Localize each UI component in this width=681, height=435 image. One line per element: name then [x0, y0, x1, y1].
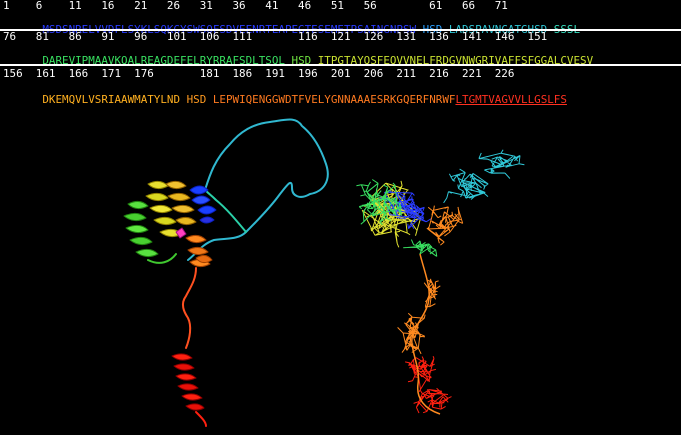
stick-cluster [397, 312, 426, 355]
cartoon-structure [123, 118, 329, 427]
helix-yellow [145, 180, 197, 238]
stick-backbone [411, 253, 441, 415]
helix-red [171, 353, 207, 427]
sequence-segment: HSD [180, 93, 213, 106]
helix-blue [189, 185, 217, 224]
stick-cluster [403, 239, 438, 257]
sequence-segment: ITPGTAYQSFEQVVNELFRDGVNWGRIVAFFSFGGALCVE… [317, 54, 594, 67]
residue-sequence-row: DAREVIPMAAVKQALREAGDEFELRYRRAFSDLTSQL HS… [3, 43, 593, 79]
residue-number-row: 156 161 166 171 176 181 186 191 196 201 … [3, 67, 515, 80]
stick-structure [356, 149, 525, 415]
ligand-stick [175, 227, 187, 239]
sequence-segment: LTGMTVAGVVLLGSLFS [455, 93, 567, 106]
sequence-segment: HSD [284, 54, 318, 67]
residue-sequence-row: DKEMQVLVSRIAAWMATYLND HSD LEPWIQENGGWDTF… [3, 82, 567, 118]
stick-cluster [413, 387, 452, 414]
helix-orange [185, 234, 213, 268]
sequence-segment: DKEMQVLVSRIAAWMATYLND [42, 93, 181, 106]
stick-cluster [478, 149, 525, 179]
stick-cluster [404, 356, 437, 393]
stick-cluster [379, 189, 432, 230]
sequence-segment: LEPWIQENGGWDTFVELYGNNAAAESRKGQERFNRWF [212, 93, 456, 106]
helix-green [123, 200, 177, 264]
divider-line [0, 29, 681, 31]
residue-number-row: 76 81 86 91 96 101 106 111 116 121 126 1… [3, 30, 548, 43]
stick-cluster [356, 179, 402, 225]
residue-number-row: 1 6 11 16 21 26 31 36 41 46 51 56 61 66 … [3, 0, 508, 12]
stick-cluster [426, 205, 464, 246]
sequence-segment: DAREVIPMAAVKQALREAGDEFELRYRRAFSDLTSQL [42, 54, 285, 67]
coil-tail [181, 267, 197, 349]
stick-cluster [443, 168, 489, 204]
divider-line [0, 64, 681, 66]
coil-loop-cyan [187, 118, 329, 261]
molecular-viewer[interactable] [0, 104, 681, 435]
stick-cluster [423, 278, 441, 310]
